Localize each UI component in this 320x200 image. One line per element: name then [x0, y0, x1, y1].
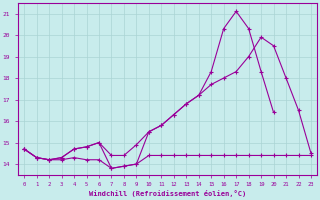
X-axis label: Windchill (Refroidissement éolien,°C): Windchill (Refroidissement éolien,°C) — [89, 190, 246, 197]
